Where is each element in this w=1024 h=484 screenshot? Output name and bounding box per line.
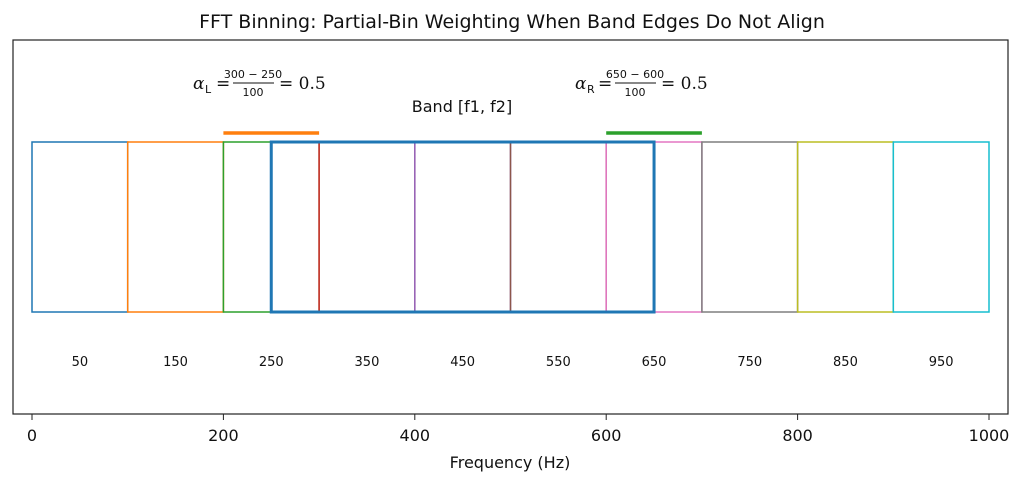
bin-center-label-0: 50 [72,355,89,370]
x-tick-label-4: 800 [782,426,813,445]
bin-center-label-5: 550 [546,355,571,370]
bin-center-label-7: 750 [737,355,762,370]
band-layer [269,140,656,314]
bin-labels-layer: 50 150 250 350 450 550 650 750 850 950 [72,355,954,370]
x-tick-label-1: 200 [208,426,239,445]
alpha-left-denominator: 100 [243,86,264,99]
bin-center-label-4: 450 [450,355,475,370]
bin-center-label-6: 650 [642,355,667,370]
x-tick-label-3: 600 [591,426,622,445]
alpha-left-symbol: α [193,74,205,94]
bin-rect-8 [796,141,895,313]
alpha-right-subscript: R [587,83,595,96]
alpha-right-annotation: α R = 650 − 600 100 = 0.5 [575,68,708,99]
bins-layer [31,141,990,313]
alpha-left-annotation: α L = 300 − 250 100 = 0.5 [193,68,326,99]
alpha-left-result: = 0.5 [279,74,326,94]
x-tick-label-0: 0 [27,426,37,445]
plot-frame [12,39,1009,415]
x-tick-label-5: 1000 [969,426,1010,445]
alpha-right-equals: = [598,74,612,94]
bin-rect-7 [701,141,799,313]
bin-center-label-8: 850 [833,355,858,370]
band-rect [269,140,656,314]
alpha-left-subscript: L [205,83,212,96]
bin-rect-0 [31,141,129,313]
x-tick-label-2: 400 [400,426,431,445]
bin-center-label-3: 350 [355,355,380,370]
band-label: Band [f1, f2] [412,97,512,116]
chart-title: FFT Binning: Partial-Bin Weighting When … [199,11,825,33]
alpha-right-denominator: 100 [625,86,646,99]
bin-center-label-2: 250 [259,355,284,370]
bin-center-label-9: 950 [929,355,954,370]
alpha-right-symbol: α [575,74,587,94]
bin-center-label-1: 150 [163,355,188,370]
alpha-left-equals: = [216,74,230,94]
bin-rect-1 [126,141,225,313]
alpha-right-result: = 0.5 [661,74,708,94]
bin-rect-4 [414,141,512,313]
bin-rect-3 [318,141,416,313]
alpha-left-numerator: 300 − 250 [224,68,282,81]
bin-rect-5 [509,141,607,313]
alpha-right-numerator: 650 − 600 [606,68,664,81]
x-ticks-layer: 0 200 400 600 800 1000 [27,414,1009,445]
x-axis-label: Frequency (Hz) [450,453,571,472]
bin-rect-9 [892,141,990,313]
